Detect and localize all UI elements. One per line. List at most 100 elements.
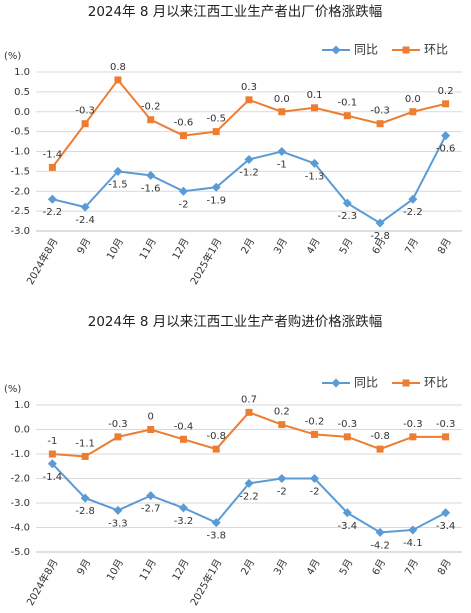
marker — [342, 508, 352, 518]
x-tick-label: 9月 — [75, 557, 94, 577]
legend-label: 同比 — [354, 43, 378, 57]
data-label: -3.4 — [436, 521, 456, 532]
x-tick-label: 3月 — [271, 557, 290, 577]
marker — [343, 112, 351, 120]
data-label: -2.2 — [403, 207, 423, 218]
marker — [114, 433, 122, 441]
data-label: 0.7 — [241, 394, 257, 405]
data-label: -0.4 — [174, 421, 194, 432]
x-tick-label: 5月 — [337, 557, 356, 577]
x-tick-label: 7月 — [402, 557, 421, 577]
legend-marker — [402, 46, 410, 54]
marker — [375, 218, 385, 228]
marker — [343, 433, 351, 441]
marker — [245, 96, 253, 104]
marker — [179, 132, 187, 140]
y-axis-label: (%) — [4, 51, 21, 62]
data-label: -1.9 — [206, 195, 226, 206]
x-tick-label: 4月 — [304, 557, 323, 577]
y-tick-label: -1.0 — [10, 449, 30, 460]
marker — [277, 474, 287, 483]
x-tick-label: 8月 — [435, 557, 454, 577]
chart-title: 2024年 8 月以来江西工业生产者购进价格涨跌幅 — [88, 314, 383, 330]
marker — [278, 108, 286, 116]
marker — [178, 186, 188, 196]
x-tick-label: 9月 — [75, 236, 94, 256]
y-tick-label: -1.0 — [10, 147, 30, 158]
data-label: -2 — [178, 199, 188, 210]
x-tick-label: 10月 — [104, 557, 126, 583]
marker — [408, 525, 418, 535]
data-label: -2.3 — [338, 211, 358, 222]
data-label: -3.4 — [338, 521, 358, 532]
data-label: -2.2 — [239, 491, 259, 502]
data-label: -1.3 — [305, 171, 325, 182]
data-label: 0.0 — [274, 94, 290, 105]
legend-marker — [331, 45, 341, 55]
marker — [244, 154, 254, 164]
marker — [441, 508, 451, 518]
marker — [442, 433, 450, 441]
y-tick-label: -2.5 — [10, 206, 30, 217]
marker — [146, 491, 156, 501]
marker — [409, 108, 417, 116]
marker — [441, 131, 451, 141]
y-tick-label: -2.0 — [10, 186, 30, 197]
data-label: -3.3 — [108, 518, 128, 529]
marker — [178, 503, 188, 513]
data-label: -1.5 — [108, 179, 128, 190]
legend-marker — [402, 379, 410, 387]
legend-label: 同比 — [354, 376, 378, 390]
data-label: -0.3 — [338, 419, 358, 430]
y-tick-label: -4.0 — [10, 523, 30, 534]
data-label: -2.2 — [43, 207, 63, 218]
data-label: -2.7 — [141, 504, 161, 515]
y-tick-label: 0.0 — [14, 107, 30, 118]
x-tick-label: 2024年8月 — [23, 236, 60, 287]
x-tick-label: 6月 — [370, 557, 389, 577]
chart-title: 2024年 8 月以来江西工业生产者出厂价格涨跌幅 — [88, 4, 383, 20]
marker — [147, 426, 155, 433]
series-line — [51, 78, 446, 168]
data-label: -0.6 — [174, 118, 194, 129]
marker — [311, 430, 319, 438]
marker — [113, 505, 123, 515]
data-label: -0.1 — [338, 98, 358, 109]
x-tick-label: 2025年1月 — [187, 557, 224, 608]
legend-label: 环比 — [424, 43, 448, 57]
marker — [80, 493, 90, 503]
data-label: -4.2 — [370, 540, 390, 551]
data-label: 0.0 — [405, 94, 421, 105]
x-tick-label: 2月 — [239, 557, 258, 577]
x-tick-label: 2025年1月 — [187, 236, 224, 287]
marker — [114, 76, 122, 84]
marker — [278, 421, 286, 429]
marker — [409, 433, 417, 441]
data-label: -3.8 — [206, 531, 226, 542]
y-tick-label: -2.0 — [10, 474, 30, 485]
data-label: 0.1 — [307, 90, 323, 101]
legend-label: 环比 — [424, 376, 448, 390]
data-label: -0.3 — [436, 419, 456, 430]
data-label: -2.8 — [75, 506, 95, 517]
data-label: -0.8 — [206, 431, 226, 442]
data-label: -4.1 — [403, 538, 423, 549]
marker — [376, 445, 384, 453]
marker — [408, 194, 418, 204]
data-label: -0.3 — [403, 419, 423, 430]
data-label: -0.3 — [370, 106, 390, 117]
x-tick-label: 7月 — [402, 236, 421, 256]
marker — [212, 128, 220, 136]
marker — [310, 158, 320, 168]
marker — [342, 198, 352, 208]
marker — [81, 452, 89, 460]
data-label: 0.3 — [241, 82, 257, 93]
data-label: -1.6 — [141, 183, 161, 194]
marker — [147, 116, 155, 124]
y-tick-label: 1.0 — [14, 400, 30, 411]
marker — [211, 518, 221, 528]
marker — [146, 170, 156, 180]
data-label: 0 — [148, 412, 154, 423]
y-tick-label: -5.0 — [10, 547, 30, 558]
